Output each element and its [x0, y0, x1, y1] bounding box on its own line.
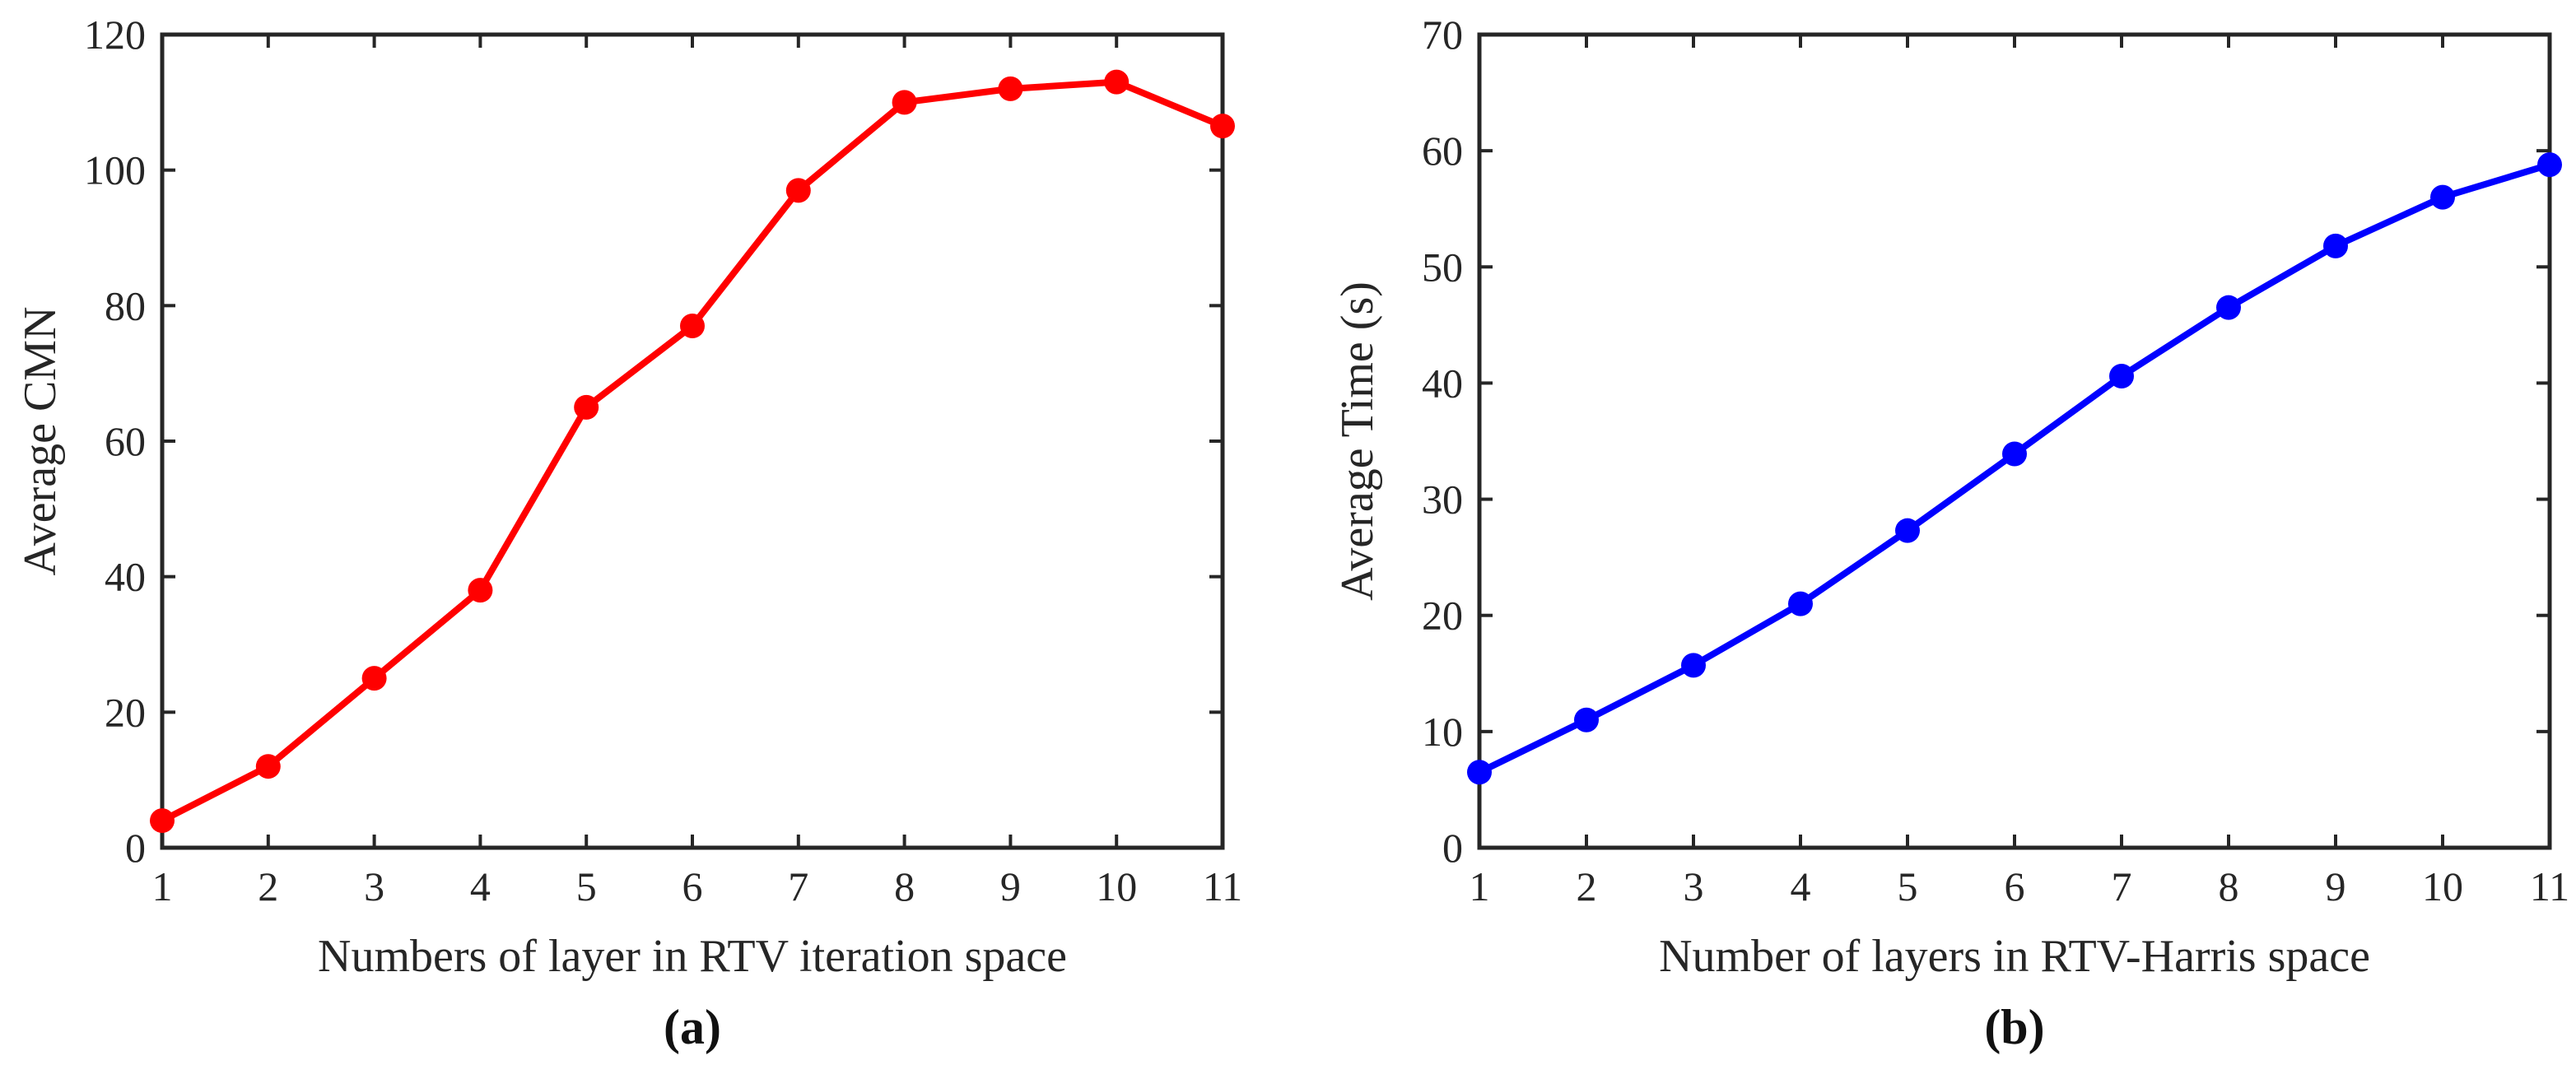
data-point: [255, 754, 281, 779]
y-tick-label: 10: [1422, 709, 1463, 755]
series-a: [150, 69, 1235, 834]
ticks-a: 1 2 3 4 5 6 7 8 9 10 11 0 20 40 60 80 100 120: [84, 12, 1242, 909]
data-point: [892, 90, 917, 115]
y-tick-label: 40: [1422, 360, 1463, 406]
caption-b: (b): [1984, 1000, 2044, 1054]
data-point: [2323, 233, 2348, 258]
y-tick-label: 40: [105, 554, 146, 600]
x-tick-label: 6: [682, 863, 703, 909]
data-point: [1210, 114, 1235, 139]
series-line: [1478, 161, 2551, 775]
y-tick-label: 20: [1422, 593, 1463, 639]
data-point: [785, 178, 811, 203]
data-point: [1895, 518, 1920, 543]
caption-a: (a): [664, 1000, 721, 1054]
x-tick-label: 7: [2112, 863, 2132, 909]
x-tick-label: 11: [2530, 863, 2569, 909]
plot-frame-b: [1477, 32, 2552, 850]
y-tick-label: 120: [84, 12, 146, 58]
y-tick-label: 30: [1422, 477, 1463, 523]
y-tick-label: 80: [105, 282, 146, 328]
y-tick-label: 0: [125, 825, 146, 871]
x-tick-label: 4: [1791, 863, 1811, 909]
x-tick-label: 9: [1000, 863, 1021, 909]
x-tick-label: 9: [2326, 863, 2346, 909]
y-tick-label: 100: [84, 147, 146, 193]
data-point: [680, 314, 705, 339]
ticks-b: 1 2 3 4 5 6 7 8 9 10 11 0 10 20 30 40 50 60 70: [1422, 12, 2569, 909]
data-point: [361, 666, 387, 691]
data-point: [1574, 707, 1599, 732]
x-tick-label: 2: [1577, 863, 1597, 909]
y-tick-label: 50: [1422, 244, 1463, 290]
series-line: [161, 78, 1224, 824]
x-tick-label: 8: [2219, 863, 2239, 909]
x-tick-label: 1: [152, 863, 173, 909]
x-tick-label: 3: [1684, 863, 1704, 909]
data-point: [2216, 295, 2241, 320]
data-point: [1467, 760, 1492, 785]
x-axis-title-b: Number of layers in RTV-Harris space: [1659, 931, 2370, 982]
y-tick-label: 0: [1442, 825, 1463, 871]
x-tick-label: 2: [258, 863, 278, 909]
y-tick-label: 60: [1422, 128, 1463, 174]
data-point: [998, 76, 1023, 101]
x-tick-label: 3: [364, 863, 384, 909]
data-point: [2430, 184, 2455, 210]
data-point: [574, 394, 599, 420]
data-point: [2109, 363, 2134, 388]
x-tick-label: 10: [2422, 863, 2463, 909]
x-tick-label: 5: [576, 863, 597, 909]
x-tick-label: 7: [788, 863, 808, 909]
y-tick-label: 60: [105, 418, 146, 464]
x-tick-label: 8: [894, 863, 915, 909]
y-axis-title-b: Average Time (s): [1332, 281, 1383, 601]
x-tick-label: 1: [1470, 863, 1490, 909]
series-b: [1467, 152, 2562, 785]
x-tick-label: 5: [1898, 863, 1918, 909]
y-tick-label: 20: [105, 689, 146, 735]
data-point: [468, 578, 493, 603]
chart-panel-a: 1 2 3 4 5 6 7 8 9 10 11 0 20 40 60 80 100 120 Numbers of …: [15, 12, 1242, 1054]
y-axis-title-a: Average CMN: [15, 306, 66, 575]
x-tick-label: 4: [470, 863, 491, 909]
x-axis-title-a: Numbers of layer in RTV iteration space: [318, 931, 1067, 982]
chart-panel-b: 1 2 3 4 5 6 7 8 9 10 11 0 10 20 30 40 50 60 70 Number of l…: [1332, 12, 2569, 1054]
data-point: [1104, 69, 1130, 95]
x-tick-label: 6: [2005, 863, 2025, 909]
y-tick-label: 70: [1422, 12, 1463, 58]
data-point: [2002, 441, 2027, 467]
data-point: [2537, 152, 2562, 178]
x-tick-label: 11: [1203, 863, 1242, 909]
x-tick-label: 10: [1096, 863, 1137, 909]
data-point: [1681, 653, 1706, 678]
data-point: [1788, 591, 1813, 616]
data-point: [150, 808, 175, 834]
